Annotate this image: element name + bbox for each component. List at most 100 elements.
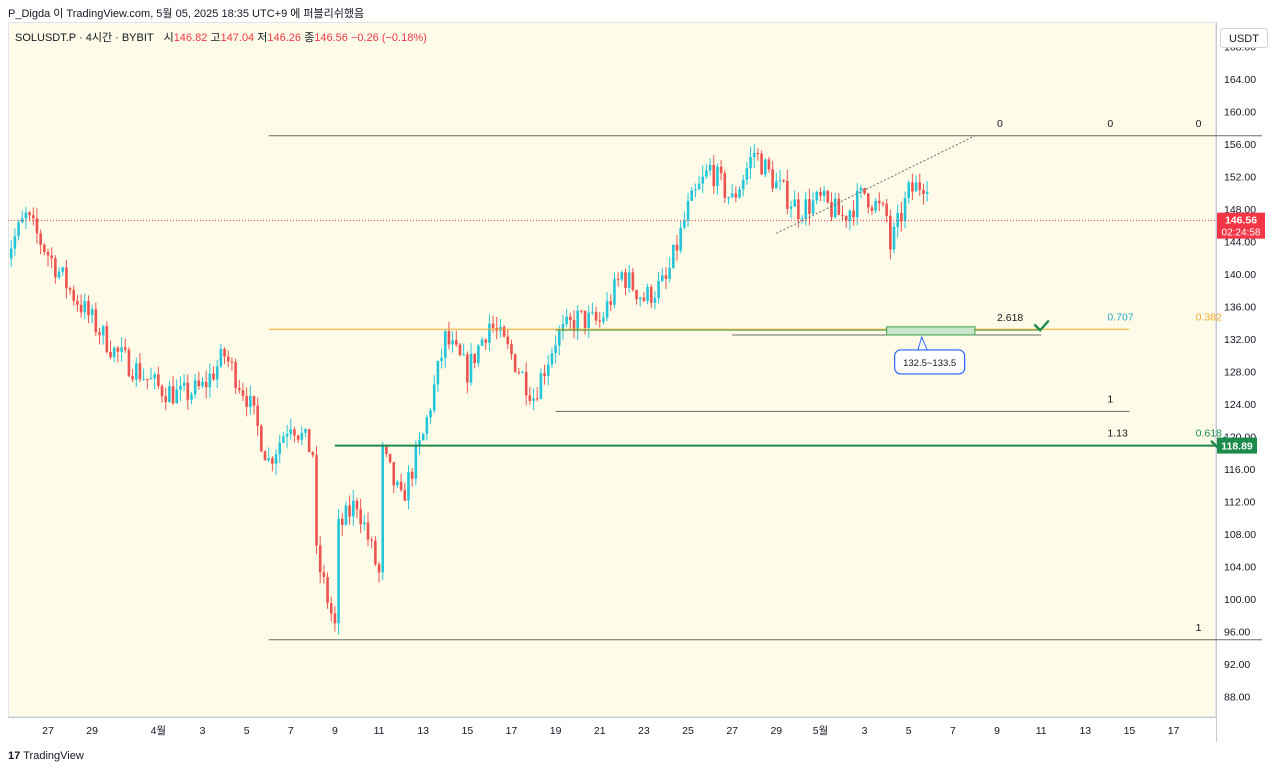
candle-body: [443, 331, 447, 358]
candle-body: [561, 323, 565, 331]
last-price-tag: [1217, 212, 1265, 239]
candle-body: [462, 354, 465, 356]
candle-body: [675, 244, 679, 251]
candle-body: [819, 192, 822, 196]
candle-body: [896, 212, 899, 227]
candle-body: [830, 202, 833, 218]
candle-body: [157, 374, 160, 387]
high-label: 고: [210, 32, 221, 44]
price-tick-label: 100.00: [1224, 594, 1256, 606]
symbol-legend: SOLUSDT.P · 4시간 · BYBIT 시146.82 고147.04 …: [15, 29, 427, 45]
candle-body: [414, 446, 418, 479]
candle-body: [730, 193, 734, 198]
candle-body: [127, 349, 131, 377]
candle-body: [510, 343, 513, 355]
candle-body: [267, 458, 270, 461]
candle-body: [679, 227, 682, 251]
candle-body: [686, 200, 690, 221]
candle-body: [175, 389, 179, 404]
candle-body: [370, 539, 373, 541]
time-tick-label: 5월: [813, 725, 829, 737]
candle-body: [230, 361, 234, 363]
candle-body: [322, 572, 326, 578]
candle-body: [337, 518, 340, 624]
candle-body: [653, 298, 657, 303]
candle-body: [477, 345, 480, 364]
candle-body: [359, 509, 362, 525]
candle-body: [580, 310, 583, 312]
level-tag: [1217, 437, 1257, 454]
price-tick-label: 164.00: [1224, 74, 1256, 86]
candle-body: [775, 181, 778, 189]
candle-body: [421, 434, 425, 441]
candle-body: [892, 226, 896, 250]
fib-level-label: 1: [1107, 393, 1113, 405]
candle-body: [911, 182, 914, 192]
time-tick-label: 5: [906, 725, 912, 737]
time-axis[interactable]: [8, 717, 1216, 742]
time-tick-label: 7: [288, 725, 294, 737]
candle-body: [105, 326, 109, 353]
candle-body: [918, 182, 922, 190]
time-tick-label: 4월: [151, 725, 167, 737]
price-axis[interactable]: [1216, 22, 1280, 742]
candle-body: [39, 233, 42, 245]
candle-body: [271, 458, 274, 464]
last-price-label: 146.56: [1225, 215, 1257, 227]
candle-body: [440, 357, 443, 361]
candle-body: [793, 199, 797, 207]
candle-body: [260, 425, 263, 452]
candle-body: [672, 244, 675, 268]
candle-body: [576, 310, 579, 331]
time-tick-label: 3: [200, 725, 206, 737]
candle-body: [491, 323, 495, 328]
candle-body: [598, 320, 602, 322]
candle-body: [635, 290, 638, 300]
candle-body: [583, 310, 587, 328]
candle-body: [116, 347, 120, 352]
chart-pane[interactable]: [8, 22, 1216, 717]
candle-body: [690, 190, 694, 201]
candle-body: [502, 326, 506, 337]
candle-body: [866, 193, 870, 208]
time-tick-label: 9: [332, 725, 338, 737]
candle-body: [208, 373, 212, 388]
candle-body: [572, 319, 576, 331]
candle-body: [550, 353, 554, 365]
candle-body: [315, 455, 318, 546]
candle-body: [852, 210, 855, 218]
candle-body: [878, 200, 881, 204]
candle-body: [282, 436, 285, 443]
candle-body: [24, 212, 28, 219]
footer-brand: TradingView: [23, 750, 84, 762]
candle-body: [79, 304, 83, 313]
candle-body: [385, 445, 388, 454]
publish-info: P_Digda 이 TradingView.com, 5월 05, 2025 1…: [8, 8, 365, 20]
tradingview-footer[interactable]: 17 TradingView: [8, 750, 84, 762]
candle-body: [631, 272, 635, 291]
candle-body: [833, 198, 837, 218]
time-tick-label: 11: [374, 725, 385, 737]
candle-body: [565, 316, 568, 324]
candle-body: [168, 386, 171, 403]
candle-body: [782, 180, 785, 182]
candle-body: [197, 380, 201, 386]
candle-body: [215, 366, 219, 380]
currency-unit-button[interactable]: USDT: [1220, 28, 1268, 48]
candle-body: [65, 267, 68, 289]
candle-body: [98, 332, 101, 336]
candle-body: [304, 429, 307, 433]
symbol-info: SOLUSDT.P · 4시간 · BYBIT: [15, 32, 154, 44]
fib-level-label: 0: [1196, 118, 1202, 130]
candle-body: [340, 518, 344, 525]
candle-body: [863, 187, 866, 194]
candle-body: [72, 289, 76, 301]
fib-level-label: 1: [1196, 622, 1202, 634]
candle-body: [123, 347, 127, 350]
candle-body: [171, 386, 175, 404]
time-tick-label: 3: [862, 725, 868, 737]
candle-body: [532, 398, 535, 401]
candle-body: [83, 301, 87, 313]
candle-body: [245, 396, 248, 407]
candle-body: [454, 340, 458, 345]
